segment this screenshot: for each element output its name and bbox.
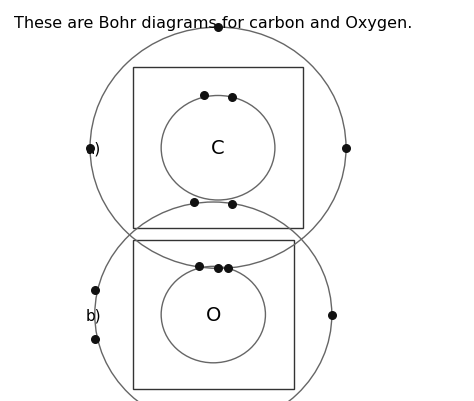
Text: These are Bohr diagrams for carbon and Oxygen.: These are Bohr diagrams for carbon and O… xyxy=(14,16,412,31)
Point xyxy=(91,336,99,342)
Point xyxy=(91,288,99,294)
Bar xyxy=(133,241,294,389)
Point xyxy=(228,201,236,208)
Point xyxy=(191,199,198,206)
Text: a): a) xyxy=(85,141,100,156)
Point xyxy=(195,263,203,270)
Point xyxy=(228,95,236,101)
Point xyxy=(214,25,222,31)
Point xyxy=(224,265,231,272)
Text: O: O xyxy=(206,305,221,324)
Point xyxy=(86,145,94,152)
Point xyxy=(342,145,350,152)
Text: b): b) xyxy=(85,307,101,322)
Text: C: C xyxy=(211,139,225,158)
Bar xyxy=(133,68,303,229)
Point xyxy=(328,312,336,318)
Point xyxy=(200,93,208,99)
Point xyxy=(214,265,222,272)
